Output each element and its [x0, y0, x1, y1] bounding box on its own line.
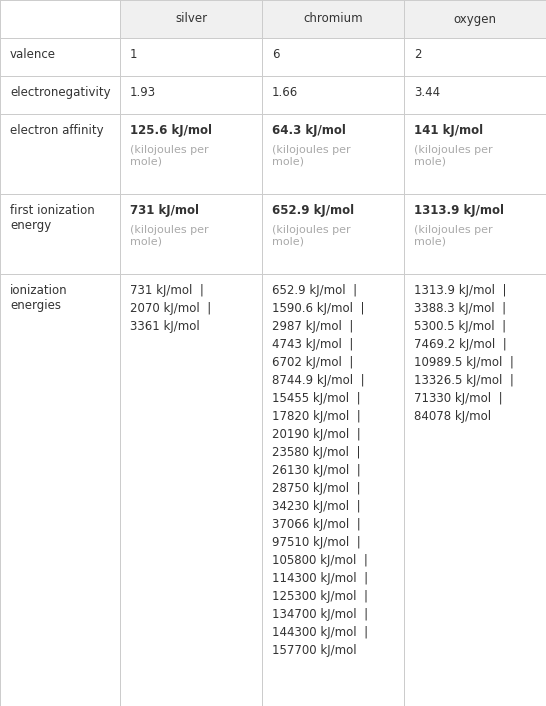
Bar	[0, 114, 120, 194]
Text: 731 kJ/mol: 731 kJ/mol	[130, 204, 199, 217]
Bar	[0, 38, 120, 76]
Text: 1313.9 kJ/mol  |
3388.3 kJ/mol  |
5300.5 kJ/mol  |
7469.2 kJ/mol  |
10989.5 kJ/m: 1313.9 kJ/mol | 3388.3 kJ/mol | 5300.5 k…	[414, 284, 514, 423]
Text: 6: 6	[272, 48, 280, 61]
Text: (kilojoules per
mole): (kilojoules per mole)	[414, 145, 492, 167]
Bar	[262, 194, 404, 274]
Text: chromium: chromium	[303, 13, 363, 25]
Bar	[0, 76, 120, 114]
Text: oxygen: oxygen	[454, 13, 496, 25]
Text: valence: valence	[10, 48, 56, 61]
Bar	[120, 0, 262, 38]
Text: 64.3 kJ/mol: 64.3 kJ/mol	[272, 124, 346, 137]
Bar	[404, 0, 546, 38]
Text: 2: 2	[414, 48, 422, 61]
Text: 141 kJ/mol: 141 kJ/mol	[414, 124, 483, 137]
Bar	[0, 194, 120, 274]
Bar	[404, 274, 546, 706]
Bar	[262, 76, 404, 114]
Text: electron affinity: electron affinity	[10, 124, 104, 137]
Text: 1.66: 1.66	[272, 86, 298, 99]
Text: 652.9 kJ/mol  |
1590.6 kJ/mol  |
2987 kJ/mol  |
4743 kJ/mol  |
6702 kJ/mol  |
87: 652.9 kJ/mol | 1590.6 kJ/mol | 2987 kJ/m…	[272, 284, 368, 657]
Text: (kilojoules per
mole): (kilojoules per mole)	[272, 225, 351, 246]
Bar	[404, 114, 546, 194]
Bar	[262, 38, 404, 76]
Text: 125.6 kJ/mol: 125.6 kJ/mol	[130, 124, 212, 137]
Bar	[120, 194, 262, 274]
Text: (kilojoules per
mole): (kilojoules per mole)	[130, 225, 209, 246]
Bar	[120, 38, 262, 76]
Text: (kilojoules per
mole): (kilojoules per mole)	[272, 145, 351, 167]
Text: 652.9 kJ/mol: 652.9 kJ/mol	[272, 204, 354, 217]
Bar	[404, 76, 546, 114]
Text: silver: silver	[175, 13, 207, 25]
Text: 3.44: 3.44	[414, 86, 440, 99]
Bar	[404, 194, 546, 274]
Text: electronegativity: electronegativity	[10, 86, 111, 99]
Text: 731 kJ/mol  |
2070 kJ/mol  |
3361 kJ/mol: 731 kJ/mol | 2070 kJ/mol | 3361 kJ/mol	[130, 284, 211, 333]
Bar	[0, 0, 120, 38]
Text: 1: 1	[130, 48, 138, 61]
Text: first ionization
energy: first ionization energy	[10, 204, 95, 232]
Bar	[0, 274, 120, 706]
Bar	[262, 274, 404, 706]
Text: 1.93: 1.93	[130, 86, 156, 99]
Text: 1313.9 kJ/mol: 1313.9 kJ/mol	[414, 204, 504, 217]
Bar	[262, 0, 404, 38]
Bar	[120, 114, 262, 194]
Text: (kilojoules per
mole): (kilojoules per mole)	[414, 225, 492, 246]
Bar	[120, 274, 262, 706]
Text: ionization
energies: ionization energies	[10, 284, 68, 312]
Bar	[404, 38, 546, 76]
Text: (kilojoules per
mole): (kilojoules per mole)	[130, 145, 209, 167]
Bar	[262, 114, 404, 194]
Bar	[120, 76, 262, 114]
